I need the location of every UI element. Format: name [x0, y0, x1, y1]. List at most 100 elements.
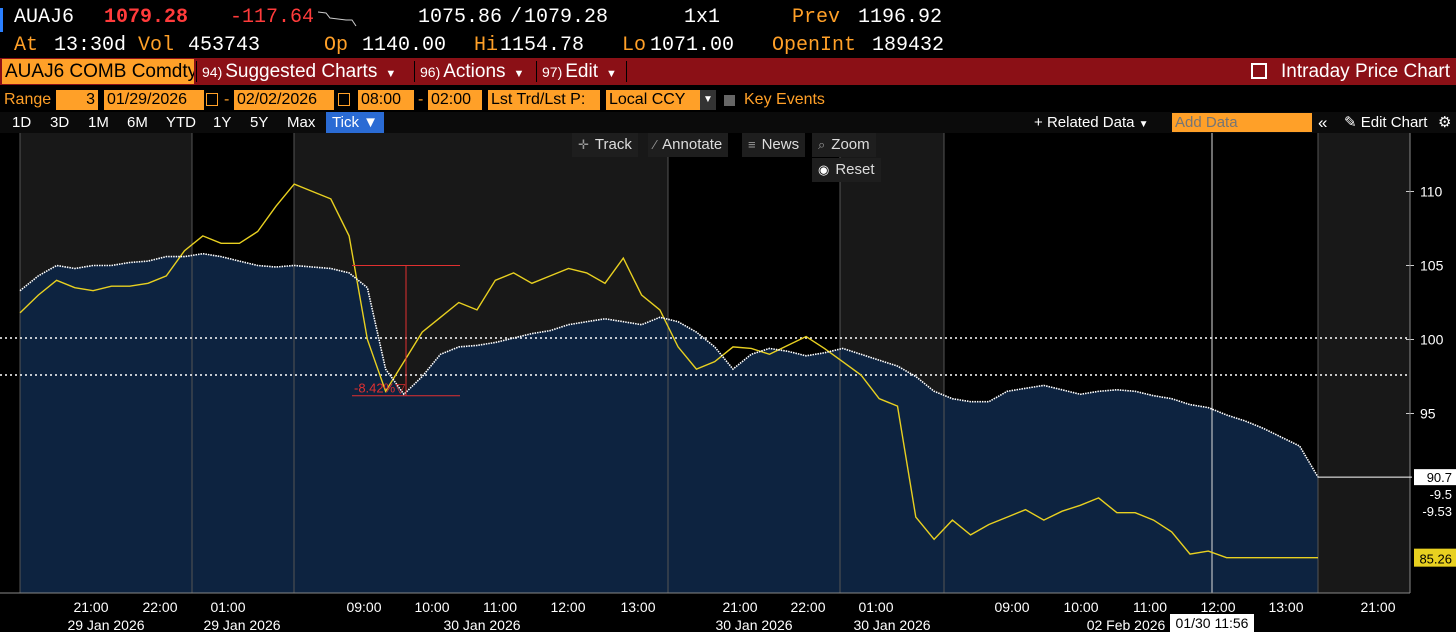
range-row: Range 3 01/29/2026 - 02/02/2026 08:00 - … [0, 89, 1456, 111]
caret-down-icon: ▼ [605, 68, 617, 80]
x-tick-label-1: 22:00 [142, 599, 177, 615]
crosshair-time-box [1170, 614, 1254, 632]
x-tick-label-10: 01:00 [858, 599, 893, 615]
price-chart[interactable]: -8.42%▽ 95 100 105 110 21:00 22:00 01:00 09:00… [0, 133, 1456, 632]
x-tick-label-9: 22:00 [790, 599, 825, 615]
currency-value: Local CCY [609, 91, 686, 108]
future-shade [1318, 133, 1410, 593]
period-tick-label: Tick [332, 114, 359, 131]
y-tick-label-2: 105 [1420, 258, 1444, 274]
end-time-field[interactable]: 02:00 [428, 90, 482, 110]
menu-separator [196, 61, 197, 82]
open-label: Op [324, 34, 349, 57]
last-price: 1079.28 [104, 6, 189, 29]
tag-last-label: 90.7 [1427, 470, 1452, 485]
date-label-1: 29 Jan 2026 [203, 617, 280, 632]
edit-menu[interactable]: 97) Edit ▼ [542, 58, 617, 85]
collapse-icon[interactable]: « [1318, 113, 1328, 132]
start-time-field[interactable]: 08:00 [358, 90, 414, 110]
period-max[interactable]: Max [287, 114, 316, 131]
x-tick-label-14: 12:00 [1200, 599, 1235, 615]
related-data-button[interactable]: + Related Data ▼ [1034, 114, 1149, 131]
tag-pct-label: -9.53 [1422, 504, 1452, 519]
key-events-checkbox[interactable] [724, 95, 735, 106]
bid-ask-size: 1x1 [684, 6, 721, 29]
area-fill [20, 253, 1318, 593]
y-axis: 95 100 105 110 [1406, 133, 1444, 593]
at-label: At [14, 34, 39, 57]
x-tick-label-6: 12:00 [550, 599, 585, 615]
date-label-0: 29 Jan 2026 [67, 617, 144, 632]
caret-down-icon: ▼ [385, 68, 397, 80]
actions-menu[interactable]: 96) Actions ▼ [420, 58, 524, 85]
menu-number: 97) [542, 64, 563, 80]
prev-label: Prev [792, 6, 841, 29]
ticker-symbol[interactable]: AUAJ6 [14, 6, 75, 29]
price-type-select[interactable]: Lst Trd/Lst P: [488, 90, 600, 110]
currency-select[interactable]: Local CCY ▼ [606, 90, 716, 110]
crosshair-icon: ✛ [578, 137, 589, 152]
radio-icon: ◉ [818, 162, 830, 177]
external-link-icon [1251, 63, 1268, 79]
x-tick-label-11: 09:00 [994, 599, 1029, 615]
volume: 453743 [188, 34, 261, 57]
period-5y[interactable]: 5Y [250, 114, 269, 131]
edit-chart-button[interactable]: ✎ Edit Chart [1344, 112, 1427, 133]
menu-number: 94) [202, 64, 223, 80]
period-ytd[interactable]: YTD [166, 114, 196, 131]
x-tick-label-0: 21:00 [73, 599, 108, 615]
bid-price: 1075.86 [418, 6, 503, 29]
period-1y[interactable]: 1Y [213, 114, 232, 131]
edit-chart-label: Edit Chart [1360, 114, 1428, 131]
price-area [20, 253, 1318, 593]
add-data-input[interactable] [1172, 113, 1312, 132]
news-label: News [761, 136, 800, 153]
zoom-button[interactable]: ⌕ Zoom [812, 133, 876, 157]
annotate-label: Annotate [662, 136, 723, 153]
date-label-3: 30 Jan 2026 [715, 617, 792, 632]
menu-separator [414, 61, 415, 82]
pencil-icon: ✎ [1344, 114, 1357, 131]
open-interest: 189432 [872, 34, 945, 57]
period-1d[interactable]: 1D [12, 114, 32, 131]
x-tick-label-12: 10:00 [1063, 599, 1098, 615]
x-tick-label-3: 09:00 [346, 599, 381, 615]
chart-title[interactable]: Intraday Price Chart [1251, 58, 1450, 85]
measure-annotation: -8.42%▽ [352, 265, 460, 397]
menu-separator [536, 61, 537, 82]
suggested-charts-menu[interactable]: 94) Suggested Charts ▼ [202, 58, 396, 85]
x-tick-label-7: 13:00 [620, 599, 655, 615]
track-button[interactable]: ✛ Track [572, 133, 638, 157]
calendar-icon[interactable] [338, 93, 350, 106]
period-1m[interactable]: 1M [88, 114, 109, 131]
caret-down-icon: ▼ [513, 68, 525, 80]
menu-label: Suggested Charts [225, 61, 378, 82]
range-label: Range [4, 91, 52, 108]
magnifier-icon: ⌕ [818, 137, 826, 152]
range-value-field[interactable]: 3 [56, 90, 98, 110]
calendar-icon[interactable] [206, 93, 218, 106]
reset-button[interactable]: ◉ Reset [812, 158, 881, 182]
date-label-4: 30 Jan 2026 [853, 617, 930, 632]
gear-icon[interactable]: ⚙ [1438, 114, 1452, 131]
period-6m[interactable]: 6M [127, 114, 148, 131]
pencil-icon: ⁄ [654, 137, 657, 152]
news-button[interactable]: ≡ News [742, 133, 806, 157]
start-date-field[interactable]: 01/29/2026 [104, 90, 204, 110]
sparkline-icon [318, 11, 357, 27]
chart-title-text: Intraday Price Chart [1281, 61, 1450, 82]
track-label: Track [594, 136, 632, 153]
period-tick[interactable]: Tick ▼ [326, 112, 384, 133]
series-line-1 [19, 183, 1318, 559]
end-date-field[interactable]: 02/02/2026 [234, 90, 334, 110]
x-tick-label-2: 01:00 [210, 599, 245, 615]
menu-label: Actions [443, 61, 506, 82]
period-3d[interactable]: 3D [50, 114, 70, 131]
time-dash: - [418, 91, 424, 108]
security-field[interactable]: AUAJ6 COMB Comdty [2, 59, 194, 84]
x-tick-label-4: 10:00 [414, 599, 449, 615]
crosshair-time-label: 01/30 11:56 [1176, 615, 1249, 631]
news-icon: ≡ [748, 137, 756, 152]
period-bar: 1D 3D 1M 6M YTD 1Y 5Y Max Tick ▼ + Relat… [0, 112, 1456, 133]
annotate-button[interactable]: ⁄ Annotate [648, 133, 729, 157]
